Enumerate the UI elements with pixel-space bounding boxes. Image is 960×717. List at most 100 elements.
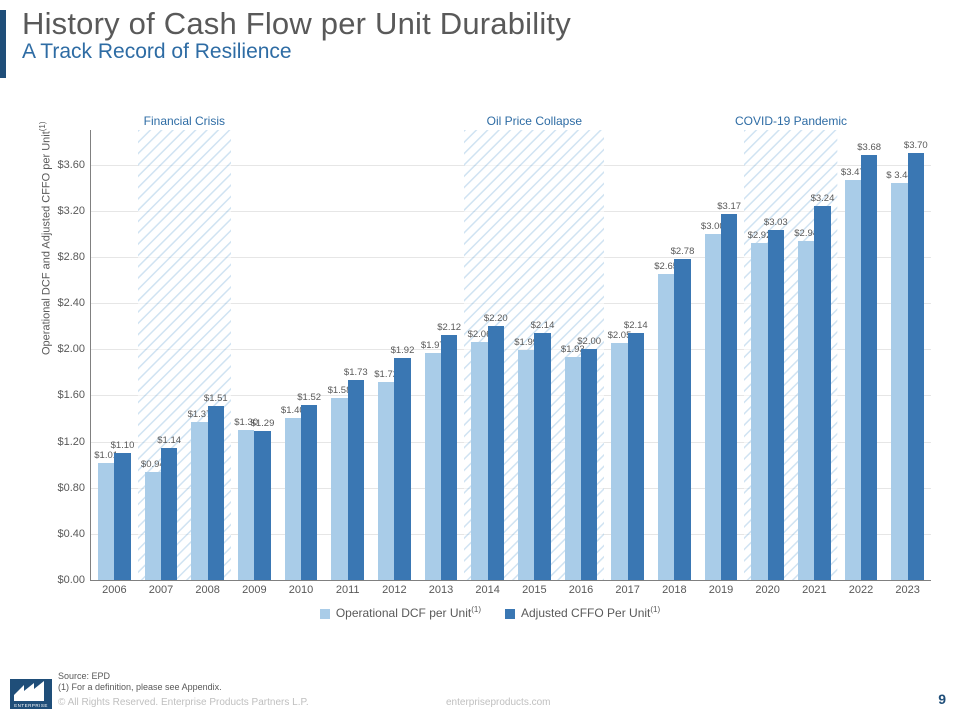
legend-item: Adjusted CFFO Per Unit(1) xyxy=(505,605,660,620)
bar: $2.12 xyxy=(441,335,457,580)
bar: $3.03 xyxy=(768,230,784,580)
page-subtitle: A Track Record of Resilience xyxy=(22,40,571,64)
bar: $3.70 xyxy=(908,153,924,580)
bar: $1.93 xyxy=(565,357,581,580)
y-tick-label: $0.40 xyxy=(57,528,85,540)
bar-value-label: $1.92 xyxy=(391,345,415,356)
x-tick-label: 2008 xyxy=(195,584,219,596)
x-tick-label: 2013 xyxy=(429,584,453,596)
y-tick-label: $3.60 xyxy=(57,159,85,171)
bar: $2.05 xyxy=(611,343,627,580)
bar: $1.72 xyxy=(378,382,394,580)
bar: $ 3.44 xyxy=(891,183,907,580)
x-tick-label: 2010 xyxy=(289,584,313,596)
bar-value-label: $2.14 xyxy=(624,320,648,331)
bar-value-label: $3.17 xyxy=(717,201,741,212)
y-tick-label: $3.20 xyxy=(57,205,85,217)
bar: $2.65 xyxy=(658,274,674,580)
bar-value-label: $1.14 xyxy=(157,435,181,446)
page-title: History of Cash Flow per Unit Durability xyxy=(22,6,571,42)
legend: Operational DCF per Unit(1) Adjusted CFFO… xyxy=(40,605,940,620)
svg-text:ENTERPRISE: ENTERPRISE xyxy=(14,703,48,708)
bar: $2.92 xyxy=(751,243,767,580)
footer-site: enterpriseproducts.com xyxy=(446,696,551,709)
footer-source: Source: EPD xyxy=(58,671,309,683)
bar: $1.29 xyxy=(254,431,270,580)
bar: $1.14 xyxy=(161,448,177,580)
y-tick-label: $0.80 xyxy=(57,482,85,494)
x-tick-label: 2018 xyxy=(662,584,686,596)
bar: $1.97 xyxy=(425,353,441,580)
bar: $1.92 xyxy=(394,358,410,580)
bar: $2.00 xyxy=(581,349,597,580)
bar-value-label: $3.03 xyxy=(764,217,788,228)
bar: $1.73 xyxy=(348,380,364,580)
crisis-label: Oil Price Collapse xyxy=(487,114,582,128)
bar-value-label: $1.51 xyxy=(204,393,228,404)
x-tick-label: 2014 xyxy=(475,584,499,596)
x-tick-label: 2020 xyxy=(755,584,779,596)
bar: $2.06 xyxy=(471,342,487,580)
bar: $3.00 xyxy=(705,234,721,580)
x-tick-label: 2022 xyxy=(849,584,873,596)
crisis-label: Financial Crisis xyxy=(144,114,225,128)
title-block: History of Cash Flow per Unit Durability… xyxy=(22,6,571,64)
bar: $3.47 xyxy=(845,180,861,580)
x-tick-label: 2012 xyxy=(382,584,406,596)
x-tick-label: 2017 xyxy=(615,584,639,596)
bar: $1.10 xyxy=(114,453,130,580)
bar: $2.14 xyxy=(534,333,550,580)
legend-item: Operational DCF per Unit(1) xyxy=(320,605,481,620)
bar-value-label: $3.70 xyxy=(904,140,928,151)
bar: $1.37 xyxy=(191,422,207,580)
x-tick-label: 2019 xyxy=(709,584,733,596)
bar: $3.68 xyxy=(861,155,877,580)
x-tick-label: 2015 xyxy=(522,584,546,596)
bar-value-label: $1.29 xyxy=(251,418,275,429)
bar-value-label: $2.00 xyxy=(577,336,601,347)
y-tick-label: $0.00 xyxy=(57,574,85,586)
bar: $3.24 xyxy=(814,206,830,580)
y-tick-label: $1.20 xyxy=(57,436,85,448)
footer-note: (1) For a definition, please see Appendi… xyxy=(58,682,309,694)
enterprise-logo: ENTERPRISE xyxy=(10,679,52,709)
y-tick-label: $1.60 xyxy=(57,389,85,401)
x-tick-label: 2009 xyxy=(242,584,266,596)
x-tick-label: 2016 xyxy=(569,584,593,596)
x-tick-label: 2021 xyxy=(802,584,826,596)
bar: $2.94 xyxy=(798,241,814,580)
bar: $1.30 xyxy=(238,430,254,580)
bar: $1.58 xyxy=(331,398,347,580)
footer-copyright: © All Rights Reserved. Enterprise Produc… xyxy=(58,696,309,709)
bar-value-label: $2.20 xyxy=(484,313,508,324)
bar: $2.78 xyxy=(674,259,690,580)
y-tick-label: $2.00 xyxy=(57,343,85,355)
bar-value-label: $2.12 xyxy=(437,322,461,333)
bar-value-label: $1.10 xyxy=(111,440,135,451)
bar: $1.40 xyxy=(285,418,301,580)
y-axis-label: Operational DCF and Adjusted CFFO per Un… xyxy=(38,121,53,355)
bar-value-label: $3.24 xyxy=(811,193,835,204)
page-number: 9 xyxy=(938,691,946,707)
legend-swatch xyxy=(320,609,330,619)
bar: $1.99 xyxy=(518,350,534,580)
y-tick-label: $2.40 xyxy=(57,297,85,309)
y-tick-label: $2.80 xyxy=(57,251,85,263)
bar-value-label: $2.14 xyxy=(531,320,555,331)
bar-value-label: $1.73 xyxy=(344,367,368,378)
bar: $3.17 xyxy=(721,214,737,580)
x-tick-label: 2007 xyxy=(149,584,173,596)
legend-swatch xyxy=(505,609,515,619)
x-tick-label: 2011 xyxy=(336,584,360,596)
x-tick-label: 2023 xyxy=(895,584,919,596)
crisis-label: COVID-19 Pandemic xyxy=(735,114,847,128)
chart: Operational DCF and Adjusted CFFO per Un… xyxy=(40,110,940,650)
bar-value-label: $1.52 xyxy=(297,392,321,403)
plot-area: $0.00$0.40$0.80$1.20$1.60$2.00$2.40$2.80… xyxy=(90,130,931,581)
bar: $1.52 xyxy=(301,405,317,580)
x-tick-label: 2006 xyxy=(102,584,126,596)
bar-value-label: $3.68 xyxy=(857,142,881,153)
bar: $1.51 xyxy=(208,406,224,580)
footer: Source: EPD (1) For a definition, please… xyxy=(58,671,309,709)
bar: $2.14 xyxy=(628,333,644,580)
